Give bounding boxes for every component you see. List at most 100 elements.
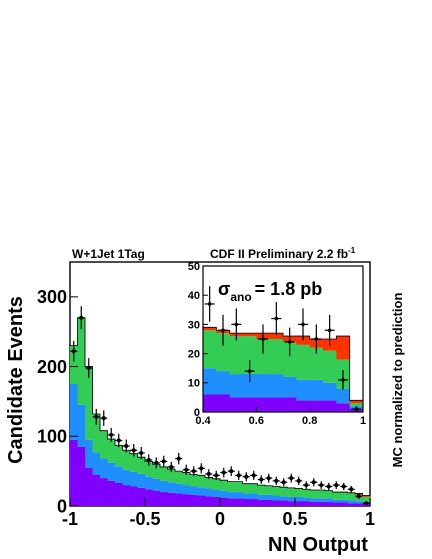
inset-series-2-bin-1 xyxy=(216,333,231,372)
main-series-1-bin-37 xyxy=(347,500,356,504)
main-series-2-bin-26 xyxy=(265,485,273,495)
main-series-0-bin-29 xyxy=(287,501,296,506)
main-series-1-bin-0 xyxy=(70,384,78,440)
top-label-left: W+1Jet 1Tag xyxy=(72,247,145,261)
main-series-1-bin-26 xyxy=(265,494,273,500)
main-series-0-bin-9 xyxy=(137,487,146,506)
inset-plot-frame xyxy=(202,265,364,413)
inset-series-1-bin-0 xyxy=(203,368,217,395)
main-series-1-bin-4 xyxy=(100,458,108,479)
inset-series-2-bin-9 xyxy=(323,350,337,383)
main-series-2-bin-10 xyxy=(145,461,153,477)
inset-data-point xyxy=(338,370,348,390)
main-data-point xyxy=(265,473,273,483)
inset-y-tick-label: 10 xyxy=(188,378,200,390)
main-series-0-bin-4 xyxy=(100,478,108,506)
main-series-1-bin-2 xyxy=(85,439,93,468)
main-series-1-bin-33 xyxy=(317,498,326,502)
main-series-0-bin-7 xyxy=(122,485,131,506)
main-series-1-bin-27 xyxy=(272,495,281,501)
main-series-1-bin-28 xyxy=(280,496,288,501)
main-data-point xyxy=(257,475,265,484)
inset-series-2-bin-6 xyxy=(283,341,297,377)
main-series-0-bin-33 xyxy=(317,501,326,506)
inset-series-1-bin-7 xyxy=(296,379,311,401)
main-data-point xyxy=(332,481,340,489)
main-series-2-bin-37 xyxy=(347,493,356,501)
main-series-0-bin-26 xyxy=(265,499,273,506)
inset-stack-layer xyxy=(203,326,364,412)
main-series-1-bin-34 xyxy=(325,498,333,502)
main-series-0-bin-12 xyxy=(160,492,168,506)
main-data-point xyxy=(287,473,295,483)
main-series-1-bin-35 xyxy=(332,499,341,503)
main-x-tick-label: 0.5 xyxy=(282,509,307,529)
main-series-0-bin-17 xyxy=(197,495,206,506)
main-stack-layer xyxy=(70,317,371,506)
inset-series-1-bin-2 xyxy=(229,374,244,398)
main-series-2-bin-21 xyxy=(227,481,236,493)
main-series-2-bin-24 xyxy=(250,483,258,494)
main-data-point xyxy=(70,340,78,362)
main-series-2-bin-18 xyxy=(205,477,213,489)
main-series-2-bin-19 xyxy=(212,478,221,490)
main-y-tick-label: 200 xyxy=(37,357,67,377)
main-series-1-bin-24 xyxy=(250,493,258,500)
main-series-0-bin-14 xyxy=(175,493,183,506)
main-data-point xyxy=(302,481,310,489)
main-data-point xyxy=(190,466,198,477)
main-series-2-bin-0 xyxy=(70,345,78,384)
top-label-right-text: CDF II Preliminary 2.2 fb xyxy=(210,247,348,261)
main-series-1-bin-11 xyxy=(152,478,161,491)
main-series-2-bin-13 xyxy=(167,469,176,483)
inset-x-tick-label: 1 xyxy=(360,415,366,427)
main-y-tick-label: 100 xyxy=(37,427,67,447)
main-x-tick-label: -1 xyxy=(62,509,78,529)
inset-series-3-bin-5 xyxy=(269,333,284,339)
inset-series-2-bin-11 xyxy=(349,403,364,407)
right-axis-label: MC normalized to prediction xyxy=(390,293,405,468)
main-series-2-bin-32 xyxy=(310,489,318,499)
inset-data-point xyxy=(351,406,362,412)
main-series-1-bin-31 xyxy=(302,497,311,502)
main-series-0-bin-19 xyxy=(212,496,221,506)
inset-series-0-bin-9 xyxy=(323,400,337,412)
main-data-point xyxy=(272,476,280,486)
main-data-point xyxy=(317,481,325,489)
inset-data-point xyxy=(298,308,308,341)
inset-data-point xyxy=(284,327,295,357)
main-series-1-bin-30 xyxy=(295,496,303,502)
main-series-0-bin-8 xyxy=(130,486,138,506)
inset-y-tick-label: 40 xyxy=(188,290,200,302)
main-series-1-bin-9 xyxy=(137,473,146,488)
main-series-2-bin-8 xyxy=(130,453,138,472)
inset-series-0-bin-0 xyxy=(203,394,217,412)
main-series-1-bin-20 xyxy=(220,490,228,498)
main-data-point xyxy=(347,485,355,493)
main-series-2-bin-29 xyxy=(287,487,296,497)
inset-annotation-value: = 1.8 pb xyxy=(255,279,323,299)
inset-series-2-bin-3 xyxy=(243,336,257,375)
main-series-1-bin-1 xyxy=(77,404,86,447)
main-series-1-bin-6 xyxy=(115,466,123,483)
main-series-1-bin-14 xyxy=(175,483,183,494)
main-data-point xyxy=(175,452,183,465)
inset-x-tick-label: 0.6 xyxy=(249,415,264,427)
inset-y-tick-label: 0 xyxy=(194,407,200,419)
inset-series-2-bin-7 xyxy=(296,344,311,380)
inset-series-1-bin-10 xyxy=(336,388,351,404)
main-series-1-bin-38 xyxy=(355,501,363,504)
main-series-2-bin-5 xyxy=(107,439,116,463)
main-data-point xyxy=(152,457,160,469)
inset-series-0-bin-4 xyxy=(256,397,271,412)
main-series-0-bin-0 xyxy=(70,439,78,506)
inset-series-0-bin-7 xyxy=(296,400,311,412)
main-y-tick-label: 300 xyxy=(37,287,67,307)
main-series-1-bin-17 xyxy=(197,487,206,496)
main-series-0-bin-13 xyxy=(167,492,176,506)
main-series-2-bin-17 xyxy=(197,475,206,488)
main-series-2-bin-16 xyxy=(190,474,198,487)
main-series-2-bin-34 xyxy=(325,490,333,499)
main-series-0-bin-24 xyxy=(250,499,258,506)
main-data-point xyxy=(107,427,115,442)
